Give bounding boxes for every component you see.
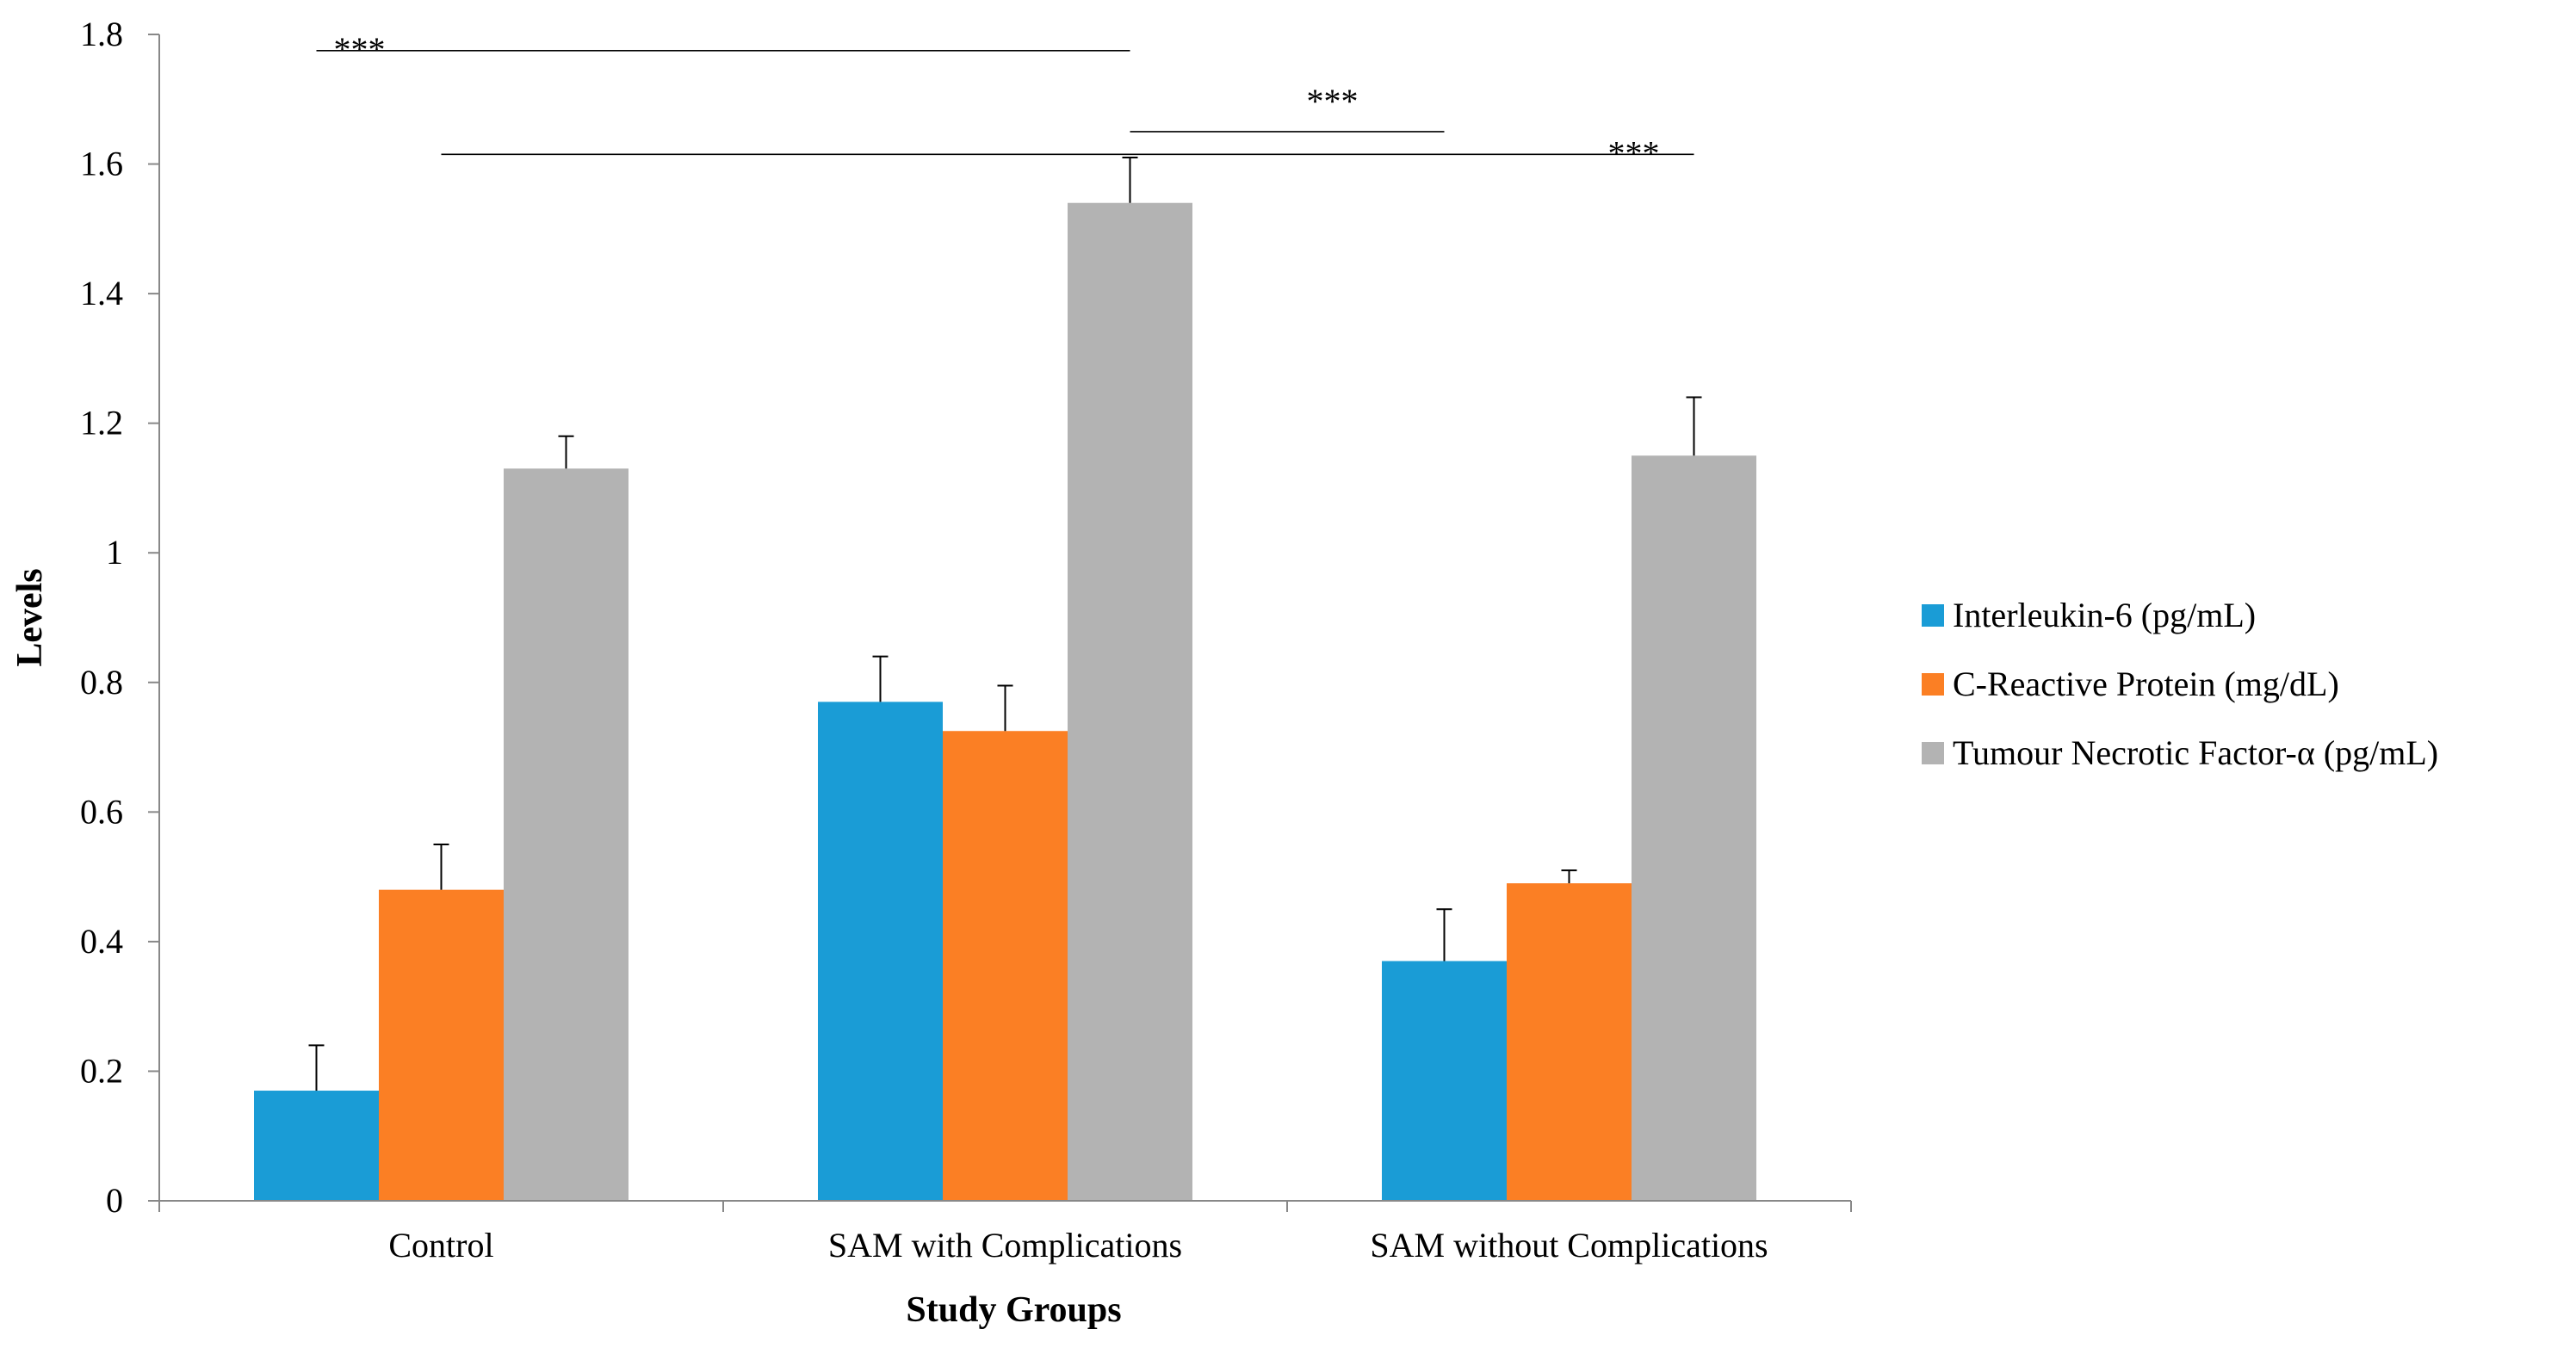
y-tick-label: 0.2 xyxy=(80,1051,123,1090)
significance-label: *** xyxy=(1307,82,1359,121)
plot-area: *** *** *** 0 0.2 0.4 0.6 0.8 1 1.2 1.4 1.6 1.8 Con… xyxy=(80,15,1852,1265)
y-tick-label: 1.4 xyxy=(80,274,123,312)
x-axis-ticks: Control SAM with Complications SAM without… xyxy=(158,1201,1852,1265)
bar xyxy=(1382,961,1507,1201)
x-tick-label: SAM without Complications xyxy=(1370,1226,1768,1265)
x-tick-label: Control xyxy=(388,1226,493,1265)
significance-label: *** xyxy=(1608,133,1660,172)
legend-label: Interleukin-6 (pg/mL) xyxy=(1953,596,2256,634)
y-axis-title: Levels xyxy=(10,568,50,666)
y-tick-label: 0.4 xyxy=(80,922,123,961)
y-tick-label: 1.6 xyxy=(80,145,123,183)
bar xyxy=(504,468,629,1201)
y-tick-label: 0.6 xyxy=(80,792,123,831)
y-tick-label: 0.8 xyxy=(80,663,123,702)
bar xyxy=(1632,455,1756,1201)
legend-swatch xyxy=(1922,673,1944,696)
legend-label: C-Reactive Protein (mg/dL) xyxy=(1953,665,2339,703)
bar xyxy=(1068,202,1192,1202)
y-tick-label: 1 xyxy=(106,533,123,572)
bar xyxy=(1507,883,1632,1201)
y-tick-label: 1.8 xyxy=(80,15,123,53)
legend-label: Tumour Necrotic Factor-α (pg/mL) xyxy=(1953,733,2438,772)
y-tick-label: 1.2 xyxy=(80,404,123,442)
y-axis-ticks: 0 0.2 0.4 0.6 0.8 1 1.2 1.4 1.6 1.8 xyxy=(80,15,159,1220)
x-tick-label: SAM with Complications xyxy=(828,1226,1182,1265)
legend-swatch xyxy=(1922,742,1944,764)
x-axis-title: Study Groups xyxy=(906,1290,1121,1330)
bar xyxy=(379,889,504,1201)
error-bars xyxy=(308,157,1702,1091)
bar xyxy=(818,702,943,1201)
significance-annotations: *** *** *** xyxy=(316,30,1694,172)
bar xyxy=(254,1091,379,1201)
legend: Interleukin-6 (pg/mL) C-Reactive Protein … xyxy=(1922,596,2438,772)
bar xyxy=(943,731,1068,1201)
y-tick-label: 0 xyxy=(106,1181,123,1220)
bars xyxy=(254,202,1756,1202)
legend-swatch xyxy=(1922,604,1944,627)
significance-label: *** xyxy=(334,30,386,69)
